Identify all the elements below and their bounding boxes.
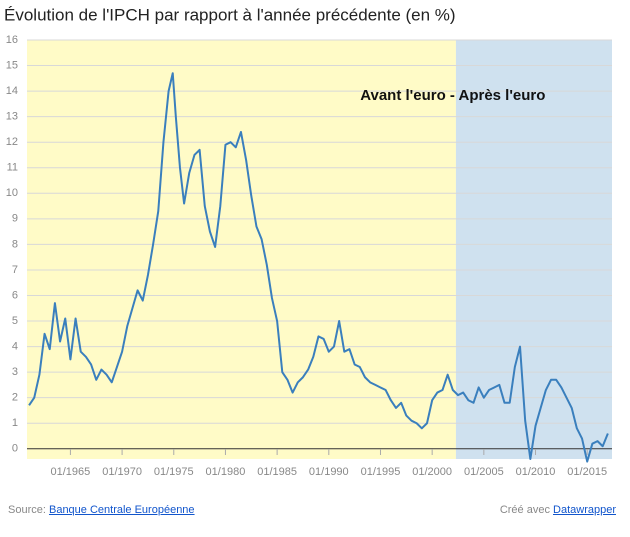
y-tick-label: 5 <box>12 315 18 327</box>
x-tick-label: 01/2015 <box>567 466 607 478</box>
y-tick-label: 2 <box>12 392 18 404</box>
y-tick-label: 7 <box>12 264 18 276</box>
y-tick-label: 9 <box>12 213 18 225</box>
x-tick-label: 01/1985 <box>257 466 297 478</box>
y-tick-label: 11 <box>7 162 18 174</box>
x-tick-label: 01/2000 <box>412 466 452 478</box>
y-tick-label: 8 <box>12 238 18 250</box>
y-tick-label: 14 <box>6 85 18 97</box>
line <box>28 72 609 463</box>
y-tick-label: 12 <box>6 136 18 148</box>
y-tick-label: 6 <box>12 289 18 301</box>
y-tick-label: 4 <box>12 340 18 352</box>
source-link[interactable]: Banque Centrale Européenne <box>48 504 195 516</box>
x-tick-label: 01/2010 <box>516 466 556 478</box>
y-tick-label: 1 <box>12 417 18 429</box>
y-tick-label: 0 <box>12 443 18 455</box>
source: Source: Banque Centrale Européenne <box>8 504 195 516</box>
chart-title: Évolution de l'IPCH par rapport à l'anné… <box>4 5 456 24</box>
credit-link[interactable]: Datawrapper <box>553 504 616 516</box>
x-tick-label: 01/1970 <box>102 466 142 478</box>
credit-label: Créé avec <box>499 504 550 516</box>
credit: Créé avec Datawrapper <box>500 504 616 516</box>
region <box>455 40 612 459</box>
chart: Évolution de l'IPCH par rapport à l'anné… <box>4 5 612 478</box>
x-tick-label: 01/1975 <box>154 466 194 478</box>
y-tick-label: 3 <box>12 366 18 378</box>
y-tick-label: 13 <box>6 111 18 123</box>
x-tick-label: 01/1965 <box>51 466 91 478</box>
x-tick-label: 01/1980 <box>206 466 246 478</box>
annotation: Avant l'euro - Après l'euro <box>360 87 545 104</box>
y-tick-label: 15 <box>6 59 18 71</box>
x-tick-label: 01/2005 <box>464 466 504 478</box>
x-tick-label: 01/1995 <box>361 466 401 478</box>
y-tick-label: 10 <box>6 187 18 199</box>
y-tick-label: 16 <box>6 34 18 46</box>
source-label: Source: <box>8 504 46 516</box>
x-tick-label: 01/1990 <box>309 466 349 478</box>
